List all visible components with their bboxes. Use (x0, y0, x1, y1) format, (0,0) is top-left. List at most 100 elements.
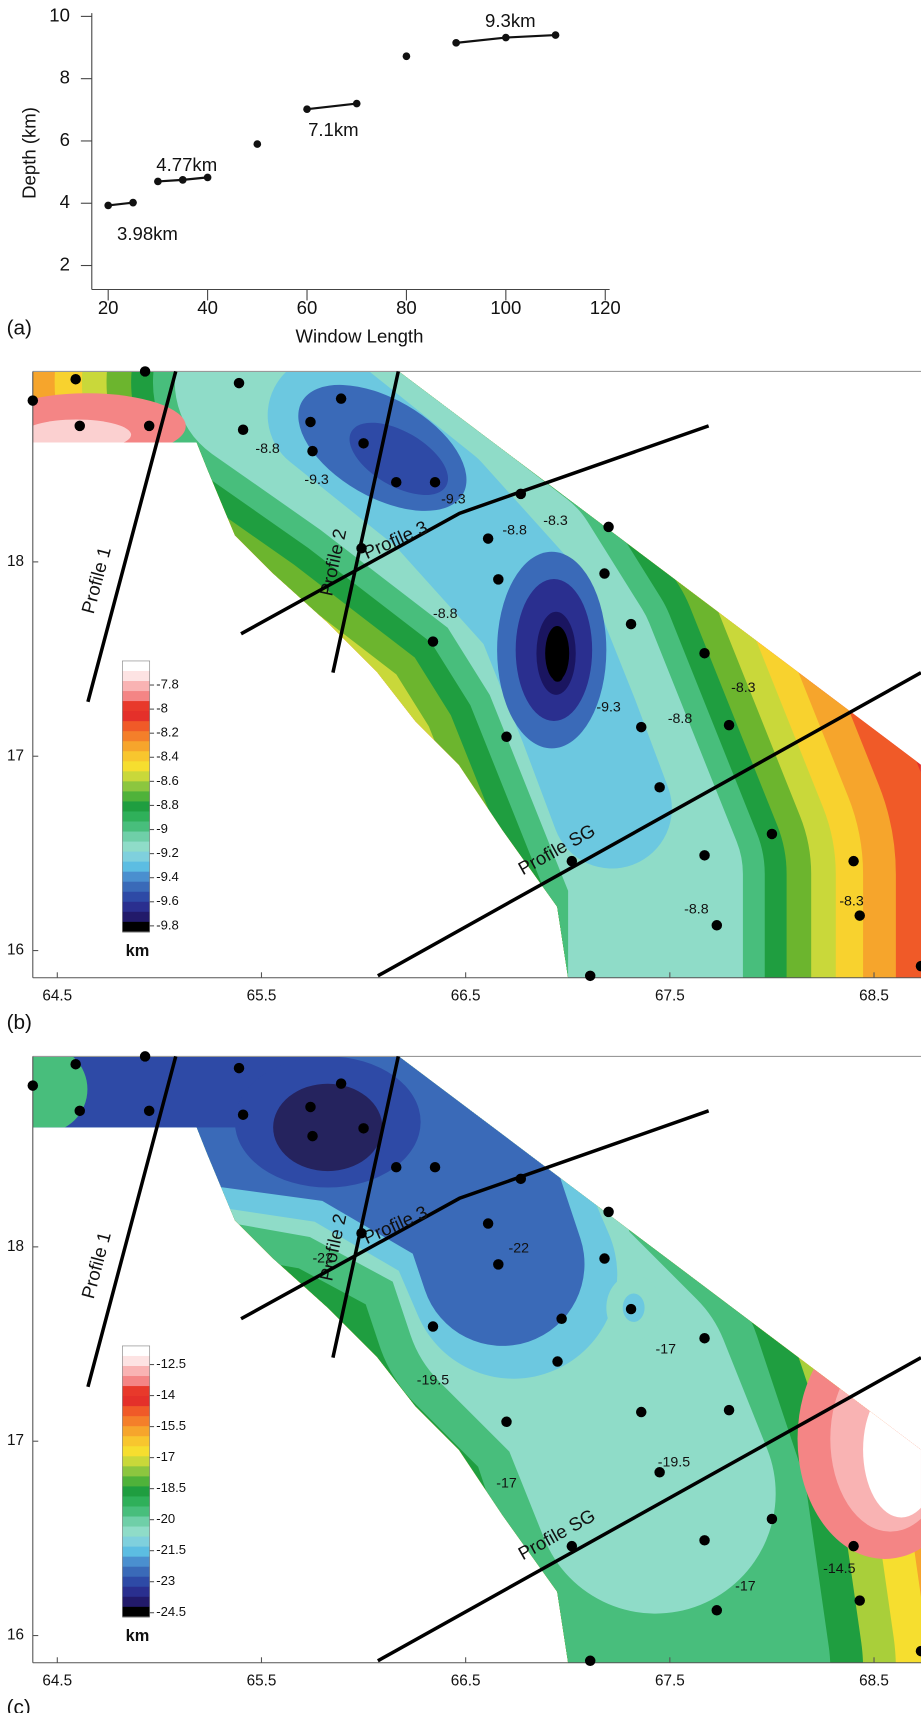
colorbar-swatch (122, 1496, 149, 1506)
station (75, 1106, 85, 1116)
colorbar-swatch (122, 922, 149, 932)
panel-label: (a) (7, 316, 32, 339)
y-tick-label: 16 (7, 942, 24, 959)
colorbar-swatch (122, 1426, 149, 1436)
y-tick-label: 10 (49, 4, 70, 25)
panel-label: (c) (7, 1696, 31, 1713)
station (654, 782, 664, 792)
colorbar-swatch (122, 902, 149, 912)
station (238, 424, 248, 434)
station (599, 568, 609, 578)
x-tick-label: 66.5 (451, 987, 481, 1004)
colorbar-unit: km (126, 1627, 150, 1645)
contour-label: -8.8 (255, 441, 280, 457)
x-tick-label: 64.5 (42, 1672, 72, 1689)
station (501, 732, 511, 742)
contour-label: -9.3 (304, 472, 329, 488)
colorbar-swatch (122, 1416, 149, 1426)
station (585, 1656, 595, 1666)
colorbar-swatch (122, 1476, 149, 1486)
colorbar-swatch (122, 1577, 149, 1587)
colorbar-swatch (122, 892, 149, 902)
station (358, 438, 368, 448)
station (336, 393, 346, 403)
panel-label: (b) (7, 1011, 32, 1034)
data-point (353, 100, 361, 108)
colorbar-tick-label: -14 (156, 1387, 175, 1402)
station (654, 1467, 664, 1477)
station (552, 1356, 562, 1366)
annotation: 9.3km (485, 10, 536, 31)
colorbar-tick-label: -7.8 (156, 676, 179, 691)
colorbar-swatch (122, 1456, 149, 1466)
colorbar-unit: km (126, 942, 150, 960)
station (724, 720, 734, 730)
station (234, 378, 244, 388)
annotation: 7.1km (308, 119, 359, 140)
y-tick-label: 8 (60, 67, 70, 88)
station (428, 636, 438, 646)
colorbar-swatch (122, 1346, 149, 1356)
colorbar-swatch (122, 1466, 149, 1476)
colorbar-swatch (122, 771, 149, 781)
contour-label: -17 (655, 1342, 676, 1358)
colorbar-tick-label: -20 (156, 1511, 175, 1526)
station (483, 1218, 493, 1228)
station (516, 489, 526, 499)
station (712, 920, 722, 930)
colorbar-swatch (122, 691, 149, 701)
station (75, 421, 85, 431)
station (391, 1162, 401, 1172)
data-point (303, 105, 311, 113)
contour-label: -22 (508, 1241, 529, 1257)
profile-label: Profile 1 (77, 1230, 115, 1301)
page: {"chart_data":[ {"type":"scatter","panel… (0, 0, 921, 1713)
annotation: 4.77km (156, 154, 217, 175)
data-point (502, 34, 510, 42)
colorbar-tick-label: -9.2 (156, 845, 179, 860)
colorbar-tick-label: -8 (156, 701, 168, 716)
colorbar-tick-label: -21.5 (156, 1542, 186, 1557)
station (305, 1102, 315, 1112)
station (430, 477, 440, 487)
y-tick-label: 6 (60, 129, 70, 150)
data-point (452, 39, 460, 47)
station (430, 1162, 440, 1172)
colorbar-swatch (122, 1547, 149, 1557)
station (358, 1123, 368, 1133)
station (848, 1541, 858, 1551)
fit-line (307, 104, 357, 110)
data-point (253, 140, 261, 148)
colorbar-swatch (122, 882, 149, 892)
colorbar-tick-label: -17 (156, 1449, 175, 1464)
y-axis-title: Depth (km) (19, 107, 40, 199)
colorbar-swatch (122, 1607, 149, 1617)
colorbar-swatch (122, 1376, 149, 1386)
station (626, 1304, 636, 1314)
y-tick-label: 4 (60, 191, 70, 212)
data-point (104, 202, 112, 210)
colorbar-tick-label: -9.8 (156, 917, 179, 932)
colorbar-swatch (122, 701, 149, 711)
x-tick-label: 40 (197, 297, 218, 318)
contour-label: -8.8 (684, 901, 709, 917)
x-tick-label: 64.5 (42, 987, 72, 1004)
colorbar-swatch (122, 801, 149, 811)
contour-label: -17 (496, 1476, 517, 1492)
colorbar-tick-label: -9.4 (156, 869, 179, 884)
colorbar-tick-label: -8.6 (156, 773, 179, 788)
y-tick-label: 16 (7, 1627, 24, 1644)
colorbar-swatch (122, 1356, 149, 1366)
colorbar-swatch (122, 731, 149, 741)
colorbar-swatch (122, 1587, 149, 1597)
data-point (552, 31, 560, 39)
colorbar-swatch (122, 842, 149, 852)
station (854, 1595, 864, 1605)
data-point (154, 178, 162, 186)
station (567, 1541, 577, 1551)
colorbar-swatch (122, 1386, 149, 1396)
x-tick-label: 80 (396, 297, 417, 318)
station (501, 1417, 511, 1427)
colorbar-swatch (122, 1486, 149, 1496)
y-tick-label: 18 (7, 553, 24, 570)
